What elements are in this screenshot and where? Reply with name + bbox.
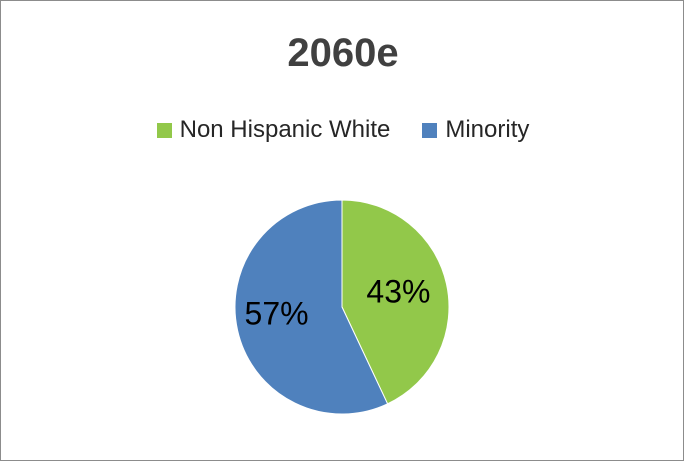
legend-entry-non-hispanic-white: Non Hispanic White — [156, 115, 391, 145]
pie-slices — [234, 199, 450, 415]
legend-label-non-hispanic-white: Non Hispanic White — [179, 116, 391, 143]
pie-label-non-hispanic-white: 43% — [366, 274, 430, 310]
legend-swatch-non-hispanic-white — [156, 122, 172, 138]
legend-swatch-minority — [422, 122, 438, 138]
legend-label-minority: Minority — [445, 116, 530, 143]
legend-entry-minority: Minority — [422, 115, 529, 145]
pie-slice-non-hispanic-white — [341, 199, 450, 405]
pie-slice-minority — [234, 199, 389, 415]
chart-legend: Non Hispanic White Minority — [1, 115, 684, 145]
pie-label-minority: 57% — [245, 295, 309, 331]
pie-labels: 43% 57% — [245, 274, 431, 332]
chart-title: 2060e — [287, 31, 399, 75]
